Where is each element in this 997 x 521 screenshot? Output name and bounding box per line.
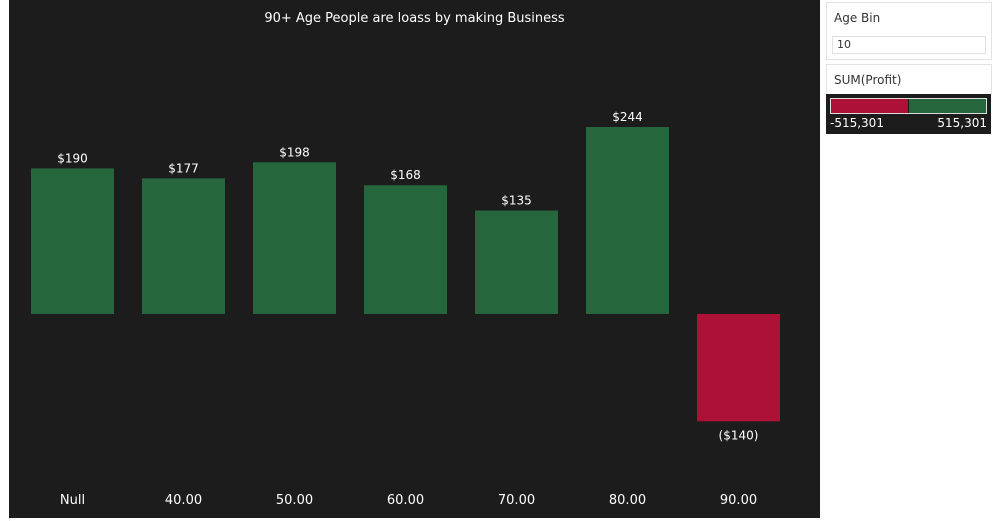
bar-70.00[interactable] xyxy=(475,210,558,314)
bar-value-label: ($140) xyxy=(719,428,759,442)
category-label: Null xyxy=(60,493,85,508)
filter-title: Age Bin xyxy=(834,11,881,25)
ramp-negative xyxy=(831,99,908,113)
bar-value-label: $168 xyxy=(390,168,421,182)
bar-50.00[interactable] xyxy=(253,162,336,314)
bar-value-label: $177 xyxy=(168,161,199,175)
bar-60.00[interactable] xyxy=(364,185,447,314)
bar-value-label: $190 xyxy=(57,151,88,165)
chart-panel: 90+ Age People are loass by making Busin… xyxy=(9,0,820,518)
legend-header: SUM(Profit) xyxy=(826,64,992,95)
category-label: 70.00 xyxy=(498,493,535,508)
legend-min-label: -515,301 xyxy=(830,116,884,130)
color-ramp xyxy=(830,98,987,114)
ramp-positive xyxy=(908,99,986,113)
bar-value-label: $244 xyxy=(612,110,643,124)
age-bin-filter: Age Bin 10 xyxy=(826,2,992,60)
bar-value-label: $198 xyxy=(279,145,310,159)
bar-40.00[interactable] xyxy=(142,178,225,314)
legend-title: SUM(Profit) xyxy=(834,73,902,87)
age-bin-input[interactable]: 10 xyxy=(832,36,986,54)
bar-Null[interactable] xyxy=(31,168,114,314)
category-label: 90.00 xyxy=(720,493,757,508)
category-label: 80.00 xyxy=(609,493,646,508)
bar-80.00[interactable] xyxy=(586,126,669,314)
side-panel: Age Bin 10 SUM(Profit) -515,301 515,301 xyxy=(825,0,997,521)
chart-title: 90+ Age People are loass by making Busin… xyxy=(264,11,565,26)
color-legend: -515,301 515,301 xyxy=(826,94,991,134)
bar-90.00[interactable] xyxy=(697,314,780,422)
bar-value-label: $135 xyxy=(501,194,532,208)
category-label: 40.00 xyxy=(165,493,202,508)
category-label: 60.00 xyxy=(387,493,424,508)
legend-max-label: 515,301 xyxy=(937,116,987,130)
bar-chart: $190 Null $177 40.00 $198 50.00 $168 60.00 $135 7… xyxy=(31,110,780,508)
category-label: 50.00 xyxy=(276,493,313,508)
